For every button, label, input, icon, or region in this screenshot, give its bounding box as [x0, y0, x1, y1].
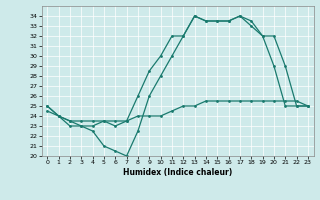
- X-axis label: Humidex (Indice chaleur): Humidex (Indice chaleur): [123, 168, 232, 177]
